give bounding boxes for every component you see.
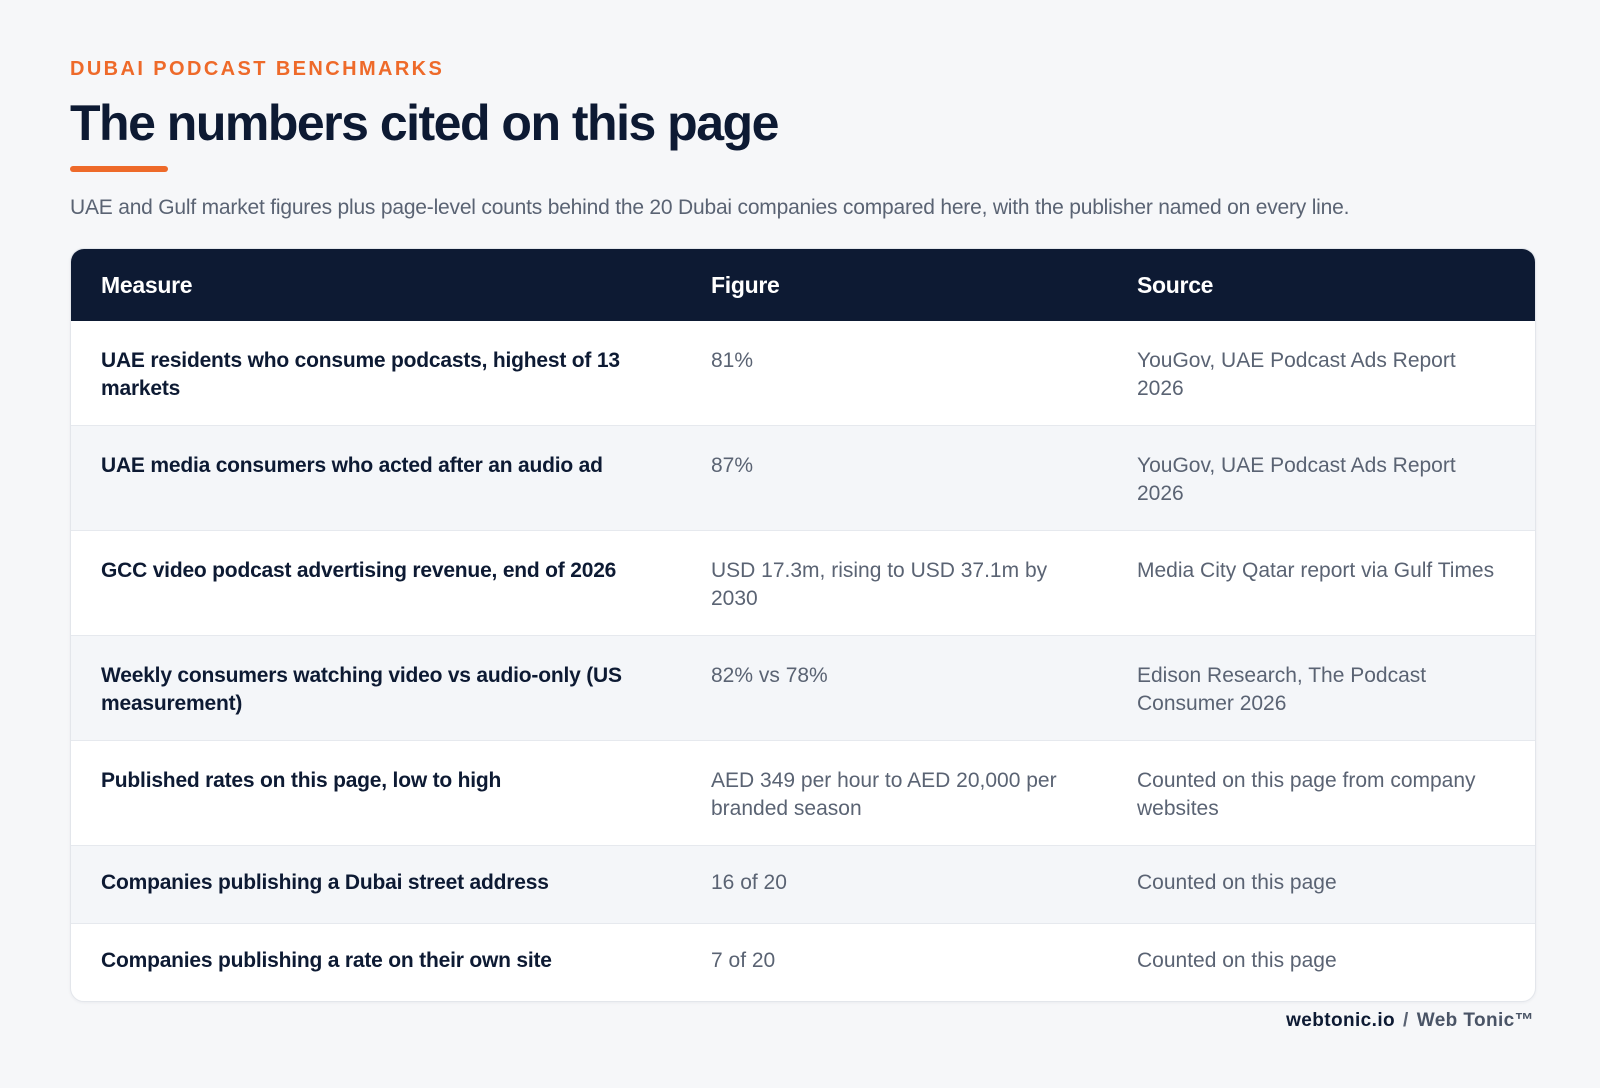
table-row: UAE media consumers who acted after an a… [71, 425, 1535, 531]
measure-cell: UAE residents who consume podcasts, high… [101, 349, 620, 400]
measure-cell: Companies publishing a rate on their own… [71, 923, 681, 1001]
figure-cell: 87% [681, 425, 1107, 531]
table-body: UAE residents who consume podcasts, high… [71, 321, 1535, 1001]
table-row: Weekly consumers watching video vs audio… [71, 635, 1535, 741]
page-title: The numbers cited on this page [70, 95, 779, 151]
footer-domain: webtonic.io [1286, 1010, 1396, 1031]
measure-cell: Weekly consumers watching video vs audio… [71, 635, 681, 741]
column-header-figure: Figure [681, 249, 1107, 321]
measure-cell: UAE media consumers who acted after an a… [71, 425, 681, 531]
footer-brand: Web Tonic™ [1416, 1010, 1534, 1031]
figure-cell: AED 349 per hour to AED 20,000 per brand… [681, 740, 1107, 846]
table-row: UAE residents who consume podcasts, high… [71, 321, 1535, 426]
source-cell: Counted on this page [1107, 845, 1535, 924]
figure-cell: 81% [711, 349, 754, 372]
page-subtitle: UAE and Gulf market figures plus page-le… [70, 196, 1350, 219]
table-row: Companies publishing a rate on their own… [71, 923, 1535, 1001]
benchmarks-table-card: Measure Figure Source UAE residents who … [70, 248, 1536, 1002]
source-cell: Counted on this page from company websit… [1107, 740, 1535, 846]
source-cell: Edison Research, The Podcast Consumer 20… [1107, 635, 1535, 741]
source-cell: YouGov, UAE Podcast Ads Report 2026 [1137, 349, 1456, 400]
column-header-source: Source [1107, 249, 1535, 321]
source-cell: Counted on this page [1107, 923, 1535, 1001]
figure-cell: USD 17.3m, rising to USD 37.1m by 2030 [681, 530, 1107, 636]
source-cell: Media City Qatar report via Gulf Times [1107, 530, 1535, 636]
footer-credit: webtonic.io / Web Tonic™ [1286, 1010, 1534, 1032]
table-header-row: Measure Figure Source [71, 249, 1535, 321]
figure-cell: 82% vs 78% [681, 635, 1107, 741]
table-row: Companies publishing a Dubai street addr… [71, 845, 1535, 924]
footer-separator: / [1403, 1010, 1409, 1031]
measure-cell: Companies publishing a Dubai street addr… [71, 845, 681, 924]
table-header: Measure Figure Source [71, 249, 1535, 321]
title-accent-bar [70, 166, 168, 172]
column-header-measure: Measure [71, 249, 681, 321]
measure-cell: GCC video podcast advertising revenue, e… [71, 530, 681, 636]
measure-cell: Published rates on this page, low to hig… [71, 740, 681, 846]
figure-cell: 7 of 20 [681, 923, 1107, 1001]
figure-cell: 16 of 20 [681, 845, 1107, 924]
table-row: Published rates on this page, low to hig… [71, 740, 1535, 846]
table-row: GCC video podcast advertising revenue, e… [71, 530, 1535, 636]
benchmarks-table: Measure Figure Source UAE residents who … [71, 249, 1535, 1001]
source-cell: YouGov, UAE Podcast Ads Report 2026 [1107, 425, 1535, 531]
eyebrow-label: DUBAI PODCAST BENCHMARKS [70, 58, 445, 80]
